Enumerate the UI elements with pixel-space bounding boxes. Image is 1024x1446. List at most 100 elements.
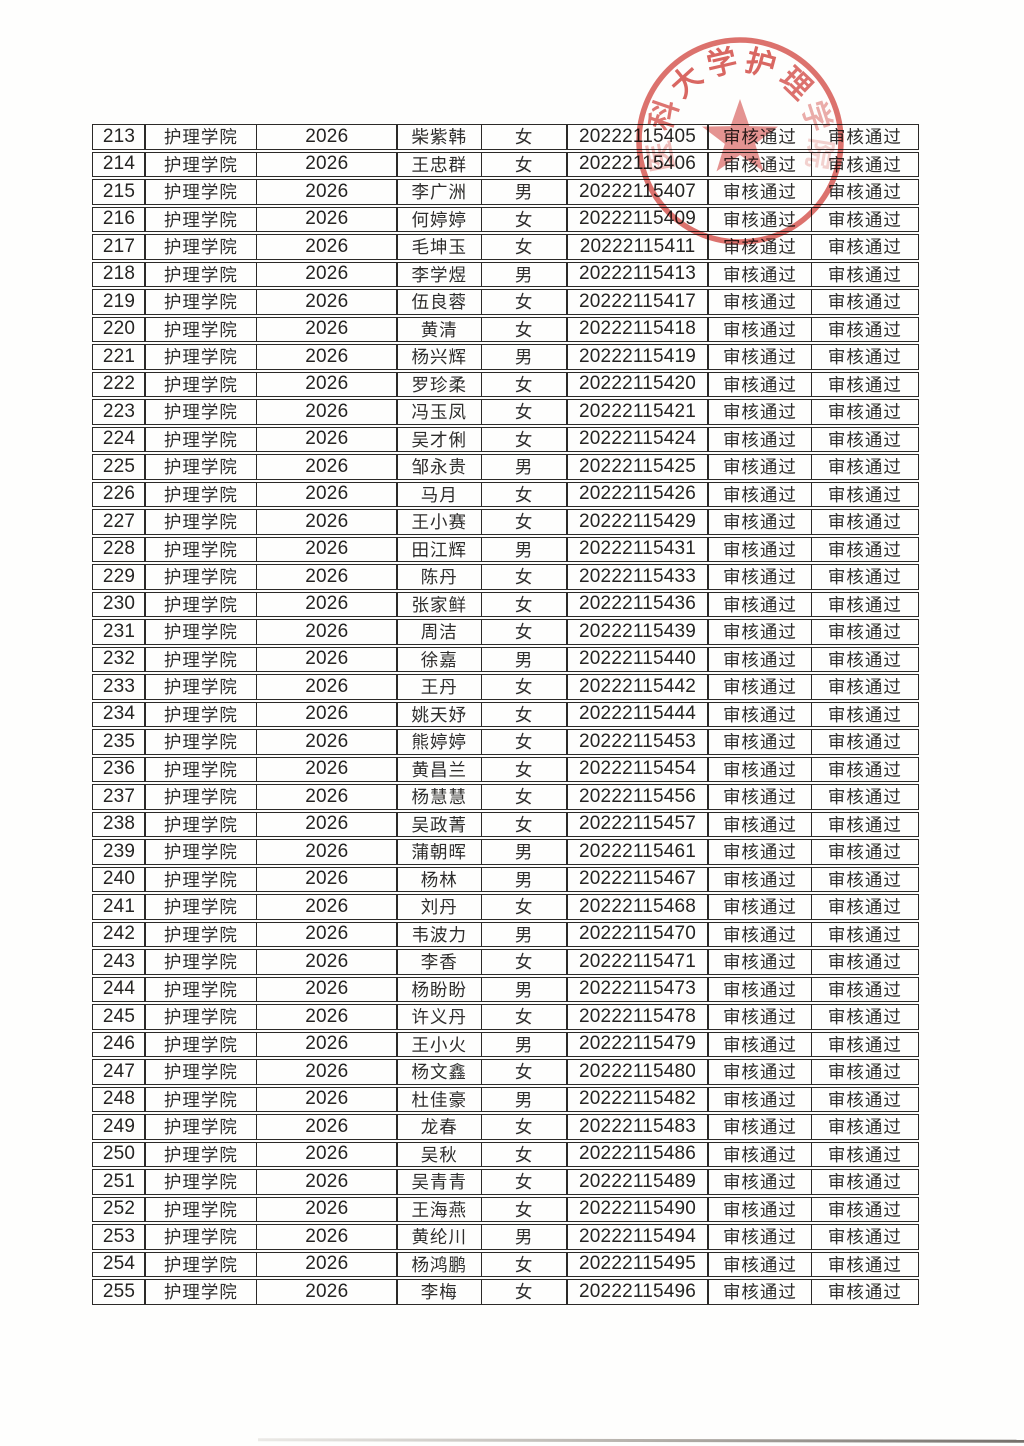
cell-review_status_2: 审核通过 — [810, 866, 919, 892]
table-row: 230 护理学院 2026 张家鲜女 20222115436 审核通过 审核通过 — [92, 591, 931, 617]
cell-review_status_2: 审核通过 — [810, 124, 919, 150]
cell-college: 护理学院 — [144, 151, 258, 177]
cell-review_status_1: 审核通过 — [707, 1141, 813, 1167]
table-row: 252 护理学院 2026 王海燕女 20222115490 审核通过 审核通过 — [92, 1196, 931, 1222]
cell-year: 2026 — [255, 151, 398, 177]
cell-name: 杨林 — [396, 866, 483, 892]
cell-name: 杨慧慧 — [396, 784, 483, 810]
cell-serial: 231 — [92, 619, 146, 645]
review-table: 213 护理学院 2026 柴紫韩女 20222115405 审核通过 审核通过 214 护理学… — [92, 124, 931, 1307]
table-row: 239 护理学院 2026 蒲朝晖男 20222115461 审核通过 审核通过 — [92, 839, 931, 865]
cell-review_status_2: 审核通过 — [810, 151, 919, 177]
table-row: 233 护理学院 2026 王丹女 20222115442 审核通过 审核通过 — [92, 674, 931, 700]
cell-gender: 男 — [480, 179, 568, 205]
cell-serial: 241 — [92, 894, 146, 920]
cell-review_status_1: 审核通过 — [707, 261, 813, 287]
cell-gender: 男 — [480, 261, 568, 287]
cell-gender: 女 — [480, 426, 568, 452]
cell-review_status_2: 审核通过 — [810, 1196, 919, 1222]
cell-review_status_1: 审核通过 — [707, 976, 813, 1002]
cell-student_id: 20222115418 — [566, 316, 710, 342]
cell-gender: 女 — [480, 399, 568, 425]
cell-serial: 220 — [92, 316, 146, 342]
table-row: 234 护理学院 2026 姚天妤女 20222115444 审核通过 审核通过 — [92, 701, 931, 727]
cell-review_status_1: 审核通过 — [707, 619, 813, 645]
cell-year: 2026 — [255, 729, 398, 755]
cell-review_status_2: 审核通过 — [810, 784, 919, 810]
cell-college: 护理学院 — [144, 1196, 258, 1222]
cell-serial: 245 — [92, 1004, 146, 1030]
cell-review_status_2: 审核通过 — [810, 1169, 919, 1195]
cell-college: 护理学院 — [144, 234, 258, 260]
cell-year: 2026 — [255, 701, 398, 727]
table-row: 249 护理学院 2026 龙春女 20222115483 审核通过 审核通过 — [92, 1114, 931, 1140]
cell-student_id: 20222115417 — [566, 289, 710, 315]
cell-review_status_1: 审核通过 — [707, 454, 813, 480]
cell-student_id: 20222115494 — [566, 1224, 710, 1250]
cell-gender: 女 — [480, 784, 568, 810]
cell-name: 蒲朝晖 — [396, 839, 483, 865]
cell-review_status_2: 审核通过 — [810, 179, 919, 205]
cell-student_id: 20222115431 — [566, 536, 710, 562]
cell-review_status_2: 审核通过 — [810, 1031, 919, 1057]
cell-review_status_2: 审核通过 — [810, 234, 919, 260]
table-row: 223 护理学院 2026 冯玉凤女 20222115421 审核通过 审核通过 — [92, 399, 931, 425]
cell-year: 2026 — [255, 536, 398, 562]
cell-student_id: 20222115407 — [566, 179, 710, 205]
cell-serial: 214 — [92, 151, 146, 177]
cell-name: 韦波力 — [396, 921, 483, 947]
cell-college: 护理学院 — [144, 646, 258, 672]
cell-review_status_1: 审核通过 — [707, 1251, 813, 1277]
cell-name: 刘丹 — [396, 894, 483, 920]
table-row: 229 护理学院 2026 陈丹女 20222115433 审核通过 审核通过 — [92, 564, 931, 590]
cell-serial: 250 — [92, 1141, 146, 1167]
cell-name: 陈丹 — [396, 564, 483, 590]
cell-student_id: 20222115479 — [566, 1031, 710, 1057]
cell-student_id: 20222115429 — [566, 509, 710, 535]
cell-review_status_1: 审核通过 — [707, 536, 813, 562]
cell-gender: 女 — [480, 1141, 568, 1167]
cell-name: 柴紫韩 — [396, 124, 483, 150]
cell-serial: 242 — [92, 921, 146, 947]
cell-review_status_1: 审核通过 — [707, 811, 813, 837]
cell-student_id: 20222115483 — [566, 1114, 710, 1140]
cell-review_status_2: 审核通过 — [810, 591, 919, 617]
cell-serial: 236 — [92, 756, 146, 782]
table-row: 221 护理学院 2026 杨兴辉男 20222115419 审核通过 审核通过 — [92, 344, 931, 370]
cell-review_status_2: 审核通过 — [810, 371, 919, 397]
cell-student_id: 20222115496 — [566, 1279, 710, 1305]
cell-student_id: 20222115425 — [566, 454, 710, 480]
cell-review_status_1: 审核通过 — [707, 894, 813, 920]
cell-student_id: 20222115444 — [566, 701, 710, 727]
cell-name: 邹永贵 — [396, 454, 483, 480]
cell-serial: 251 — [92, 1169, 146, 1195]
cell-year: 2026 — [255, 481, 398, 507]
cell-year: 2026 — [255, 1059, 398, 1085]
cell-year: 2026 — [255, 344, 398, 370]
cell-review_status_1: 审核通过 — [707, 921, 813, 947]
cell-gender: 女 — [480, 674, 568, 700]
cell-student_id: 20222115482 — [566, 1086, 710, 1112]
cell-year: 2026 — [255, 206, 398, 232]
cell-gender: 女 — [480, 701, 568, 727]
cell-college: 护理学院 — [144, 1224, 258, 1250]
cell-serial: 217 — [92, 234, 146, 260]
cell-review_status_2: 审核通过 — [810, 344, 919, 370]
cell-review_status_1: 审核通过 — [707, 1031, 813, 1057]
cell-name: 杜佳豪 — [396, 1086, 483, 1112]
cell-college: 护理学院 — [144, 619, 258, 645]
cell-college: 护理学院 — [144, 289, 258, 315]
cell-college: 护理学院 — [144, 756, 258, 782]
cell-review_status_1: 审核通过 — [707, 481, 813, 507]
cell-college: 护理学院 — [144, 371, 258, 397]
cell-year: 2026 — [255, 811, 398, 837]
cell-student_id: 20222115426 — [566, 481, 710, 507]
cell-name: 李梅 — [396, 1279, 483, 1305]
table-row: 241 护理学院 2026 刘丹女 20222115468 审核通过 审核通过 — [92, 894, 931, 920]
cell-college: 护理学院 — [144, 701, 258, 727]
cell-year: 2026 — [255, 454, 398, 480]
cell-review_status_1: 审核通过 — [707, 674, 813, 700]
cell-name: 李学煜 — [396, 261, 483, 287]
cell-student_id: 20222115419 — [566, 344, 710, 370]
cell-student_id: 20222115467 — [566, 866, 710, 892]
